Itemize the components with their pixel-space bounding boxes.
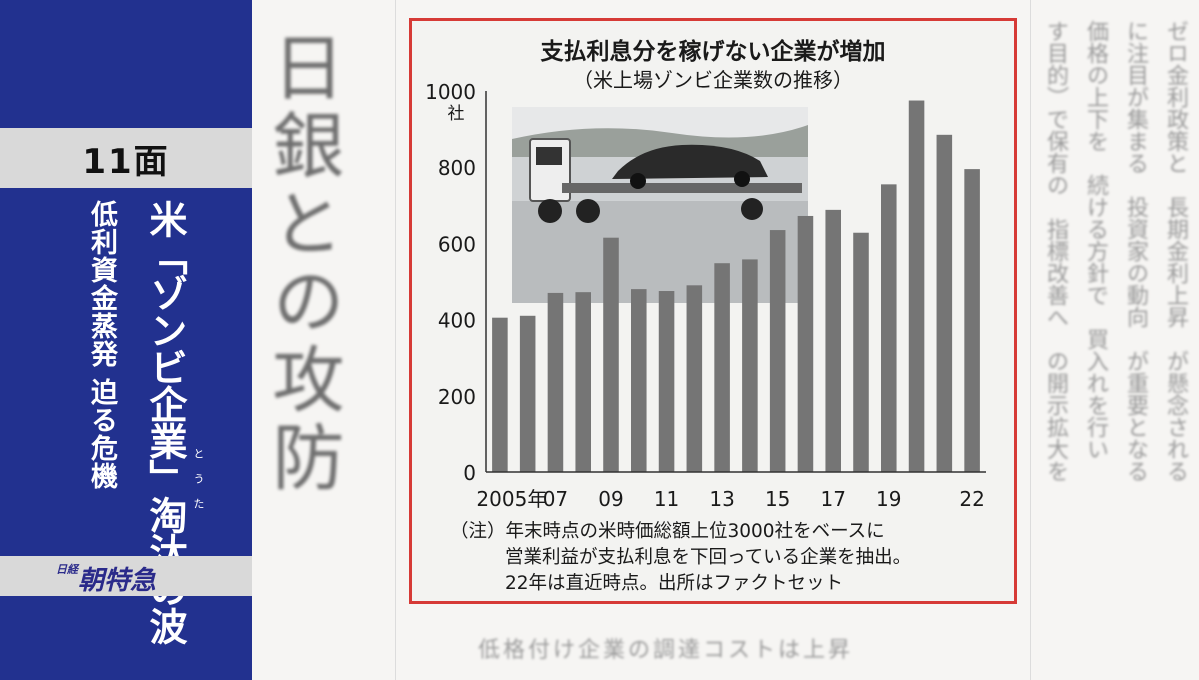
background-text-column: に注目が集まる 投資家の動向 が重要となる [1123, 20, 1148, 482]
y-tick-label: 800 [438, 156, 476, 180]
bar-chart: 支払利息分を稼げない企業が増加 （米上場ゾンビ企業数の推移） 社 1000 800… [425, 38, 986, 594]
background-text-column: 価格の上下を 続ける方針で 買入れを行い [1083, 20, 1108, 460]
headline-ruby: とうた [192, 448, 205, 523]
background-heading: 日銀との攻防 [260, 30, 344, 498]
bar-2020 [908, 100, 925, 473]
chart-title: 支払利息分を稼げない企業が増加 [540, 38, 886, 65]
bar-2022 [964, 169, 980, 473]
bar-2005 [492, 317, 508, 472]
background-text-column: ゼロ金利政策と 長期金利上昇 が懸念される [1163, 20, 1188, 482]
bar-2013 [714, 263, 730, 472]
chart-note-2: 営業利益が支払利息を下回っている企業を抽出。 [505, 547, 911, 568]
x-tick-label: 07 [543, 487, 568, 511]
bar-2019 [881, 184, 897, 472]
chart-frame: 支払利息分を稼げない企業が増加 （米上場ゾンビ企業数の推移） 社 1000 800… [409, 18, 1017, 604]
y-tick-label: 600 [438, 232, 476, 256]
y-tick-label: 0 [463, 461, 476, 485]
background-text-column: す目的）で保有の 指標改善へ の開示拡大を [1043, 20, 1068, 482]
y-tick-label: 400 [438, 309, 476, 333]
y-axis-unit: 社 [448, 104, 465, 124]
column-divider [395, 0, 396, 680]
tow-truck-photo [512, 107, 808, 303]
brand-strip [0, 556, 252, 596]
chart-note-3: 22年は直近時点。出所はファクトセット [505, 573, 843, 594]
subheadline: 低利資金蒸発 迫る危機 [86, 200, 117, 491]
bar-2021 [936, 134, 953, 472]
chart-note-1: （注）年末時点の米時価総額上位3000社をベースに [450, 521, 885, 542]
bar-2011 [658, 291, 675, 472]
y-axis: 1000 800 600 400 200 0 [425, 80, 476, 485]
bar-2007 [547, 292, 564, 472]
bar-2016 [797, 215, 814, 472]
x-tick-label: 15 [765, 487, 790, 511]
x-tick-label: 17 [820, 487, 845, 511]
bar-2017 [825, 209, 841, 472]
y-tick-label: 1000 [425, 80, 476, 104]
page-number-label: 11面 [0, 128, 252, 188]
x-tick-label: 2005年 [476, 487, 547, 511]
column-divider [1030, 0, 1031, 680]
brand-mark: 日経 [56, 563, 78, 576]
bar-2015 [769, 230, 786, 472]
bar-2018 [853, 232, 869, 472]
x-tick-label: 22 [959, 487, 984, 511]
bar-2012 [686, 285, 703, 472]
x-tick-label: 09 [598, 487, 623, 511]
bars [492, 100, 980, 473]
bar-2014 [742, 259, 758, 472]
x-tick-label: 13 [709, 487, 734, 511]
x-tick-label: 19 [876, 487, 901, 511]
y-tick-label: 200 [438, 385, 476, 409]
x-tick-label: 11 [654, 487, 679, 511]
background-bottom-text: 低格付け企業の調達コストは上昇 [478, 638, 854, 663]
chart-subtitle: （米上場ゾンビ企業数の推移） [573, 68, 853, 92]
bar-2008 [575, 292, 591, 472]
bar-2009 [603, 237, 619, 472]
bar-2010 [631, 289, 647, 472]
brand-logo: 朝特急 [78, 566, 157, 596]
bar-2006 [519, 315, 536, 472]
